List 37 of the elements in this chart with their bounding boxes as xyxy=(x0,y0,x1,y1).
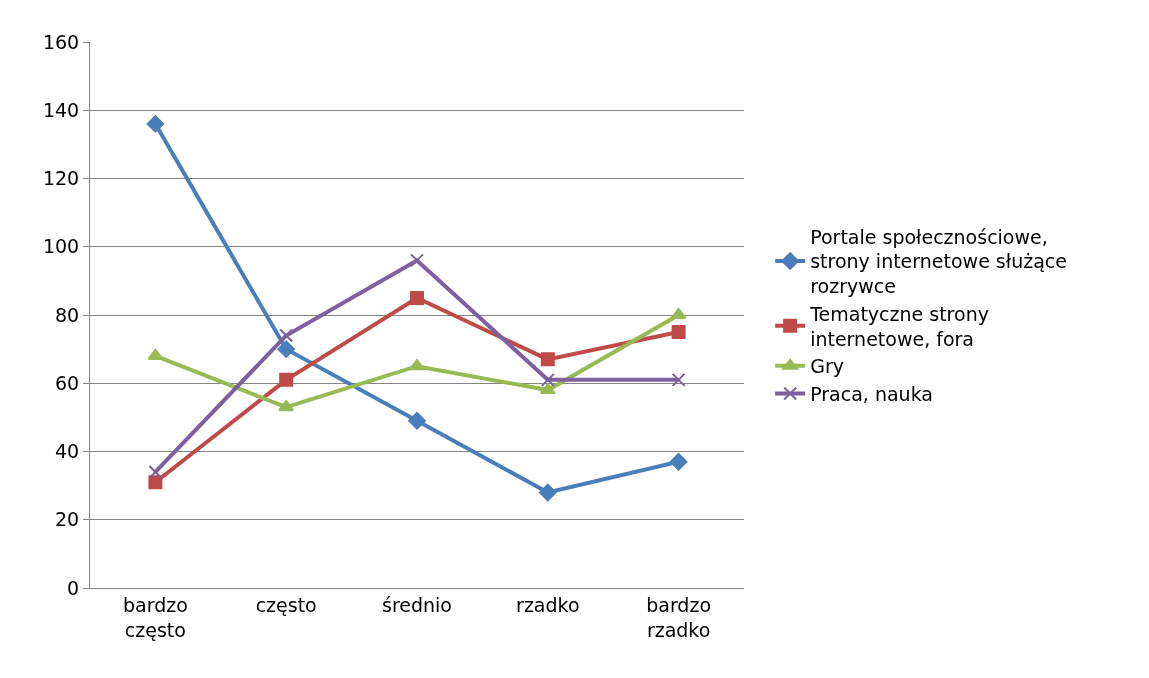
point xyxy=(277,340,295,358)
y-tick-label: 40 xyxy=(55,440,80,463)
y-tick-label: 0 xyxy=(67,576,80,599)
point xyxy=(671,372,686,387)
point xyxy=(539,483,557,502)
x-tick-label: średnio xyxy=(382,593,452,616)
point xyxy=(669,452,688,471)
point xyxy=(539,383,556,395)
point xyxy=(410,290,424,305)
point xyxy=(148,464,163,479)
y-tick-label: 140 xyxy=(42,98,80,121)
y-tick-label: 120 xyxy=(42,167,80,190)
point xyxy=(148,475,163,490)
point xyxy=(540,372,555,387)
point xyxy=(408,411,426,430)
legend-label: Praca, nauka xyxy=(810,382,933,405)
y-tick-label: 100 xyxy=(42,235,80,258)
point xyxy=(147,348,164,360)
point xyxy=(540,352,555,367)
point xyxy=(409,359,425,371)
x-tick-label: rzadko xyxy=(516,593,580,616)
point xyxy=(278,400,295,412)
x-tick-label: często xyxy=(255,593,317,616)
legend-label: Gry xyxy=(810,355,844,378)
x-tick-label: bardzo często xyxy=(122,593,188,641)
y-tick-label: 160 xyxy=(42,30,80,53)
point xyxy=(146,115,165,133)
y-tick-label: 60 xyxy=(55,371,80,394)
x-tick-label: bardzo rzadko xyxy=(646,593,712,641)
legend-label: Portale społecznościowe, strony internetowe służące rozrywce xyxy=(810,225,1067,298)
legend-label: Tematyczne strony internetowe, fora xyxy=(809,302,989,350)
point xyxy=(279,328,294,343)
point xyxy=(279,372,294,387)
y-tick-label: 20 xyxy=(55,508,80,531)
point xyxy=(410,253,424,268)
y-tick-label: 80 xyxy=(55,303,80,326)
point xyxy=(671,325,686,340)
